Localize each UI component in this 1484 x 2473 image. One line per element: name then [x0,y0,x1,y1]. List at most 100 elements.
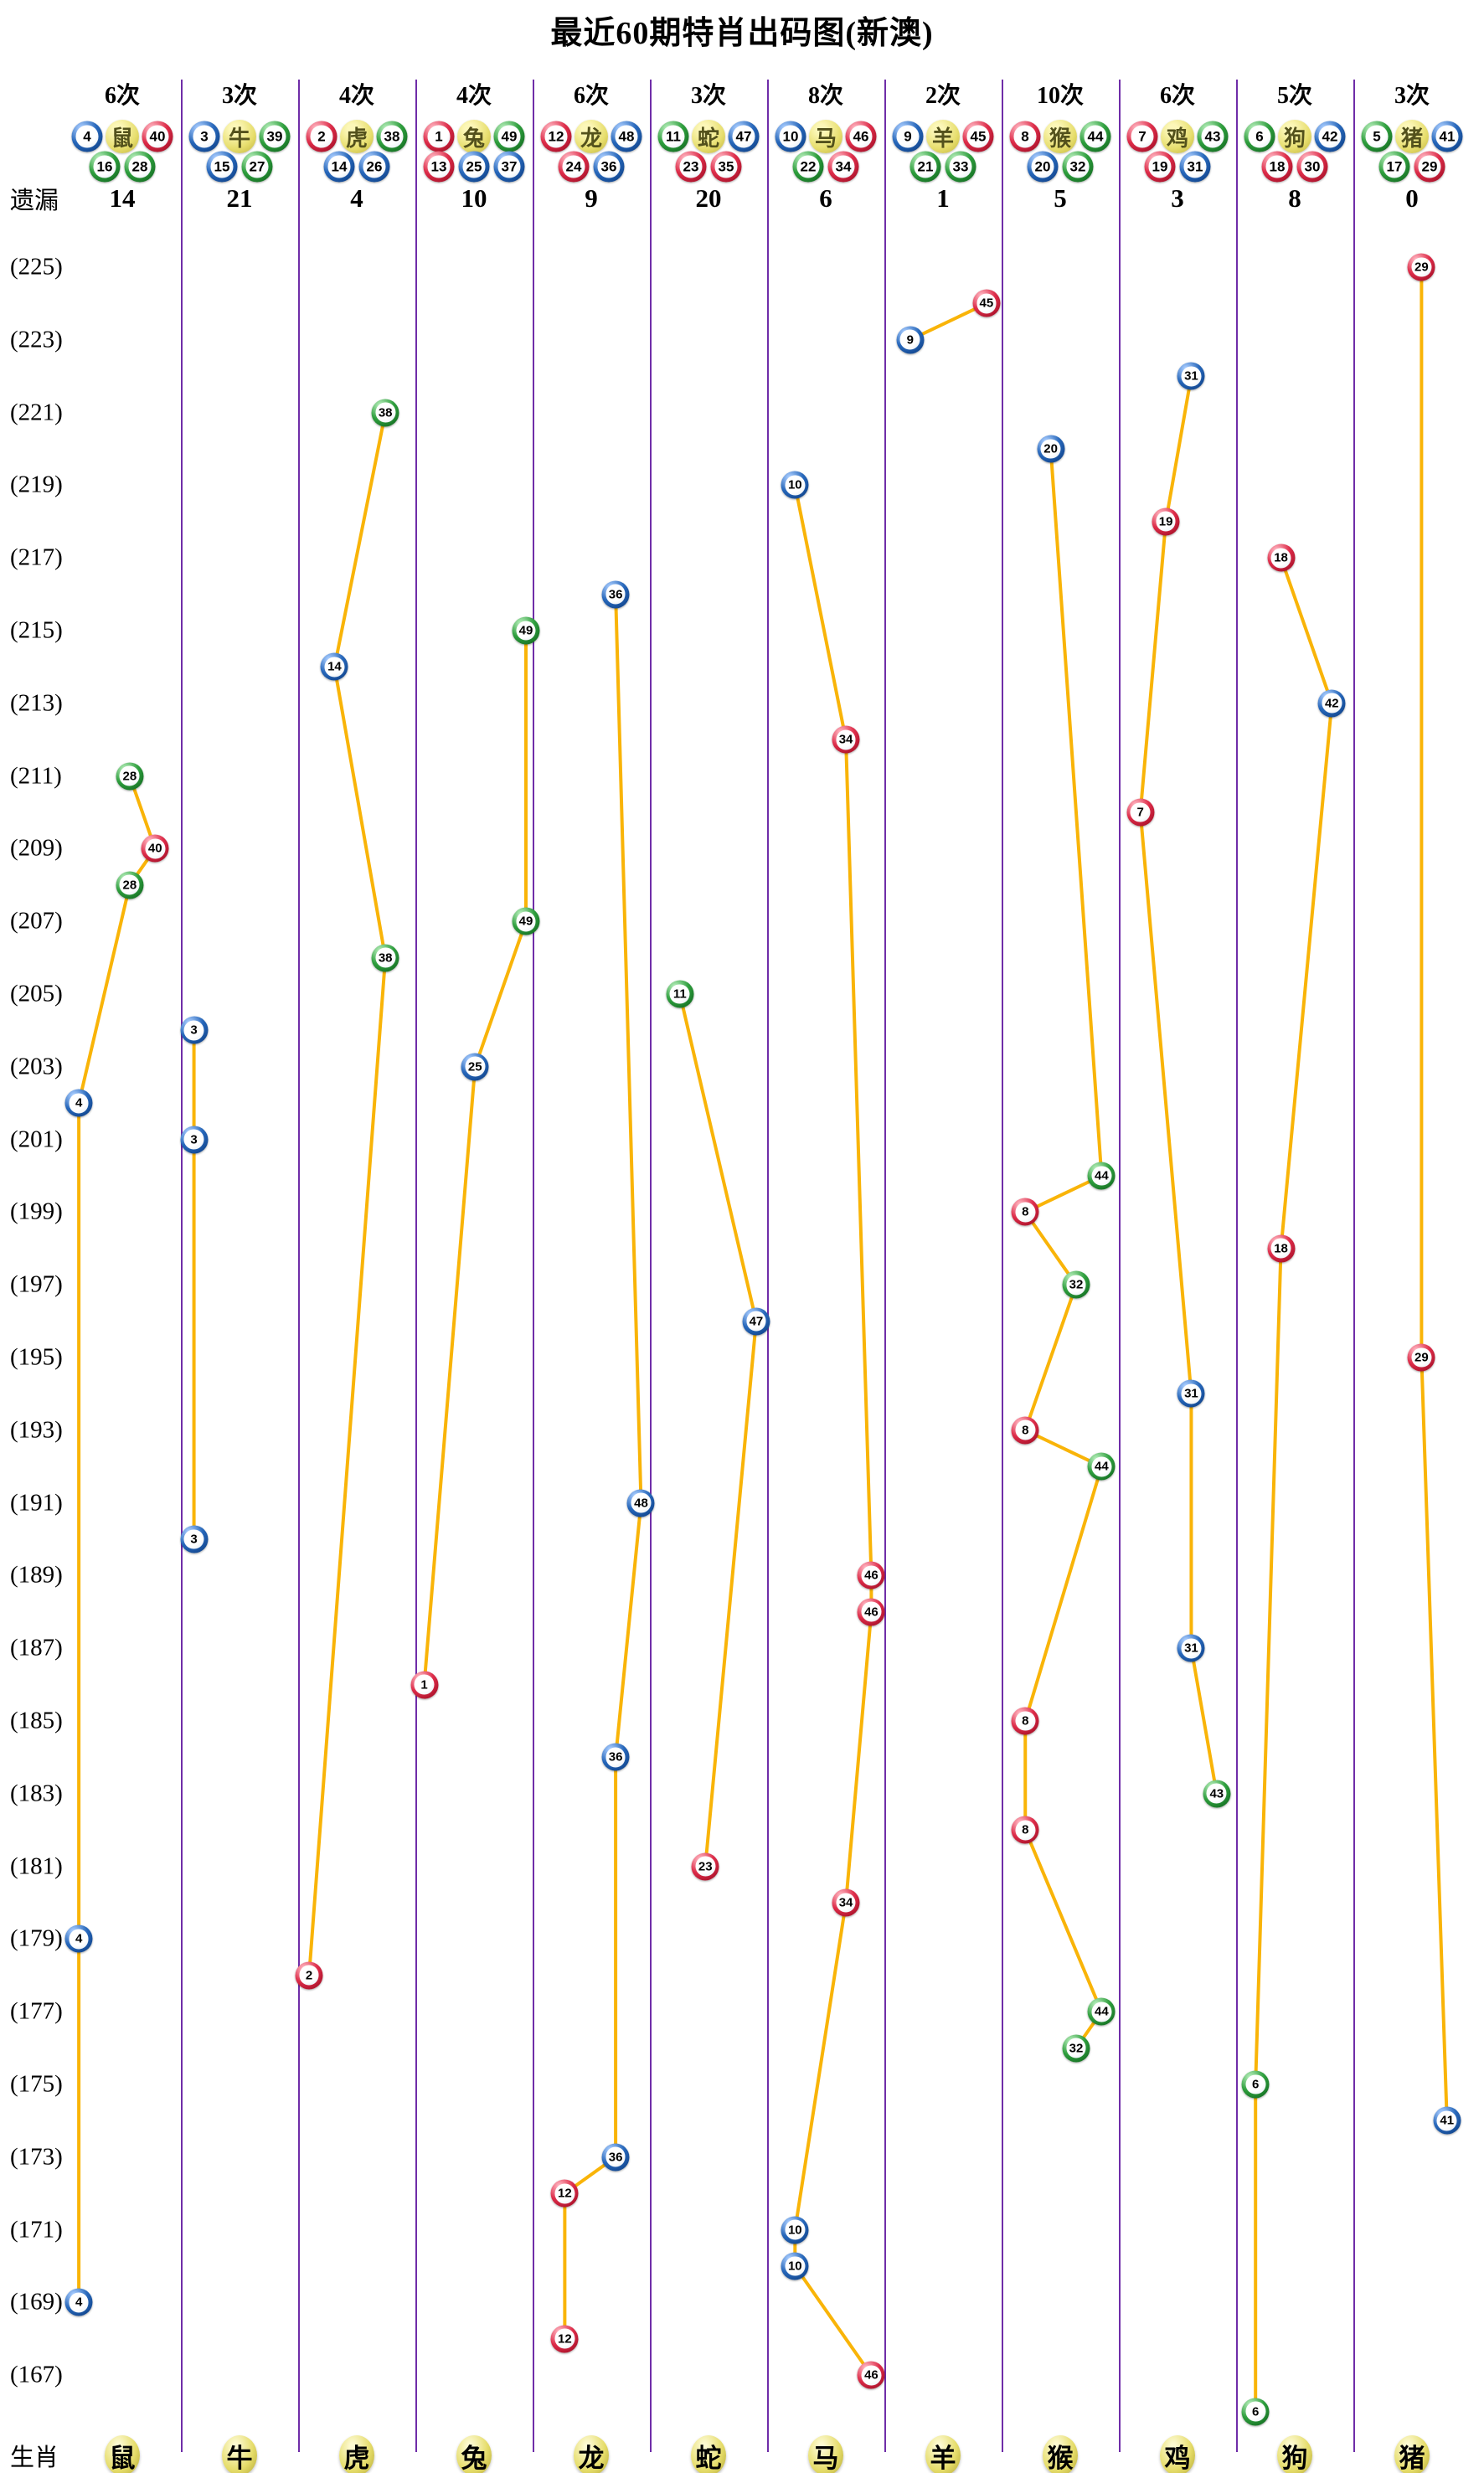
draw-ball: 20 [1037,435,1065,463]
miss-count-value: 1 [936,183,950,213]
page-title: 最近60期特肖出码图(新澳) [550,16,934,51]
header-number-ball: 3 [188,121,220,152]
header-zodiac-ball: 牛 [223,120,256,153]
draw-ball: 38 [371,944,399,972]
header-number-ball: 15 [206,151,238,183]
period-label: (185) [10,1707,63,1734]
miss-count-value: 8 [1288,183,1301,213]
draw-ball: 44 [1087,1452,1116,1481]
column-separator [1236,80,1238,2452]
header-number-ball: 6 [1244,121,1275,152]
period-label: (181) [10,1852,63,1880]
draw-ball: 31 [1177,362,1205,390]
zodiac-name-label: 鼠 [105,2435,140,2473]
column-separator [650,80,652,2452]
trend-line [77,774,157,2305]
draw-ball: 7 [1126,798,1155,827]
draw-ball: 8 [1011,1707,1039,1735]
draw-ball: 14 [320,652,348,681]
period-label: (215) [10,616,63,644]
header-number-ball: 22 [792,151,824,183]
draw-ball: 40 [141,834,169,863]
draw-ball: 36 [601,580,630,609]
trend-line [1138,374,1219,1796]
period-label: (205) [10,980,63,1007]
header-number-ball: 28 [124,151,156,183]
period-label: (189) [10,1561,63,1589]
column-separator [767,80,769,2452]
period-label: (177) [10,1997,63,2025]
header-number-ball: 49 [493,121,525,152]
draw-ball: 31 [1177,1634,1205,1662]
header-number-ball: 9 [892,121,924,152]
draw-ball: 23 [691,1852,719,1881]
miss-count-value: 4 [350,183,363,213]
header-number-ball: 17 [1378,151,1410,183]
header-number-ball: 25 [458,151,490,183]
zodiac-name-label: 龙 [574,2435,609,2473]
draw-ball: 4 [64,2288,93,2316]
draw-ball: 36 [601,1743,630,1771]
draw-ball: 2 [295,1961,323,1990]
draw-ball: 8 [1011,1816,1039,1844]
header-number-ball: 8 [1009,121,1041,152]
draw-ball: 10 [781,2216,809,2244]
column-separator [1002,80,1003,2452]
header-number-ball: 4 [71,121,103,152]
draw-ball: 18 [1267,1234,1296,1263]
draw-ball: 31 [1177,1379,1205,1408]
header-number-ball: 23 [675,151,707,183]
header-number-ball: 35 [710,151,742,183]
header-number-ball: 1 [423,121,455,152]
draw-ball: 11 [666,980,694,1008]
draw-ball: 32 [1062,2034,1090,2063]
zodiac-name-label: 马 [808,2435,843,2473]
miss-count-value: 9 [585,183,598,213]
column-separator [415,80,417,2452]
miss-count-value: 6 [819,183,832,213]
header-zodiac-ball: 鼠 [106,120,139,153]
header-number-ball: 7 [1126,121,1158,152]
zodiac-name-label: 鸡 [1160,2435,1195,2473]
period-label: (213) [10,689,63,717]
zodiac-name-label: 虎 [339,2435,374,2473]
appearance-count: 10次 [1036,83,1085,109]
header-number-ball: 26 [358,151,390,183]
header-number-ball: 5 [1361,121,1393,152]
header-number-ball: 14 [323,151,355,183]
draw-ball: 46 [857,1598,885,1626]
period-label: (207) [10,907,63,935]
header-number-ball: 16 [89,151,121,183]
draw-ball: 49 [512,907,540,935]
header-number-ball: 33 [945,151,976,183]
header-number-ball: 32 [1062,151,1094,183]
header-number-ball: 42 [1314,121,1346,152]
draw-ball: 43 [1203,1780,1231,1808]
period-label: (211) [10,762,62,790]
header-zodiac-ball: 马 [809,120,842,153]
column-separator [884,80,886,2452]
draw-ball: 9 [896,326,925,354]
period-label: (209) [10,834,63,862]
appearance-count: 3次 [690,83,727,109]
period-label: (221) [10,399,63,426]
column-separator [533,80,534,2452]
draw-ball: 29 [1407,253,1435,281]
header-number-ball: 38 [376,121,408,152]
header-number-ball: 47 [728,121,760,152]
period-label: (193) [10,1416,63,1444]
draw-ball: 19 [1152,507,1180,536]
header-number-ball: 12 [540,121,572,152]
draw-ball: 46 [857,1561,885,1589]
period-label: (195) [10,1343,63,1371]
header-zodiac-ball: 鸡 [1161,120,1194,153]
header-number-ball: 19 [1144,151,1176,183]
miss-count-value: 20 [695,183,722,213]
header-zodiac-ball: 兔 [457,120,491,153]
header-number-ball: 18 [1261,151,1293,183]
header-number-ball: 43 [1197,121,1229,152]
draw-ball: 8 [1011,1416,1039,1445]
appearance-count: 3次 [221,83,258,109]
draw-ball: 3 [180,1016,209,1044]
